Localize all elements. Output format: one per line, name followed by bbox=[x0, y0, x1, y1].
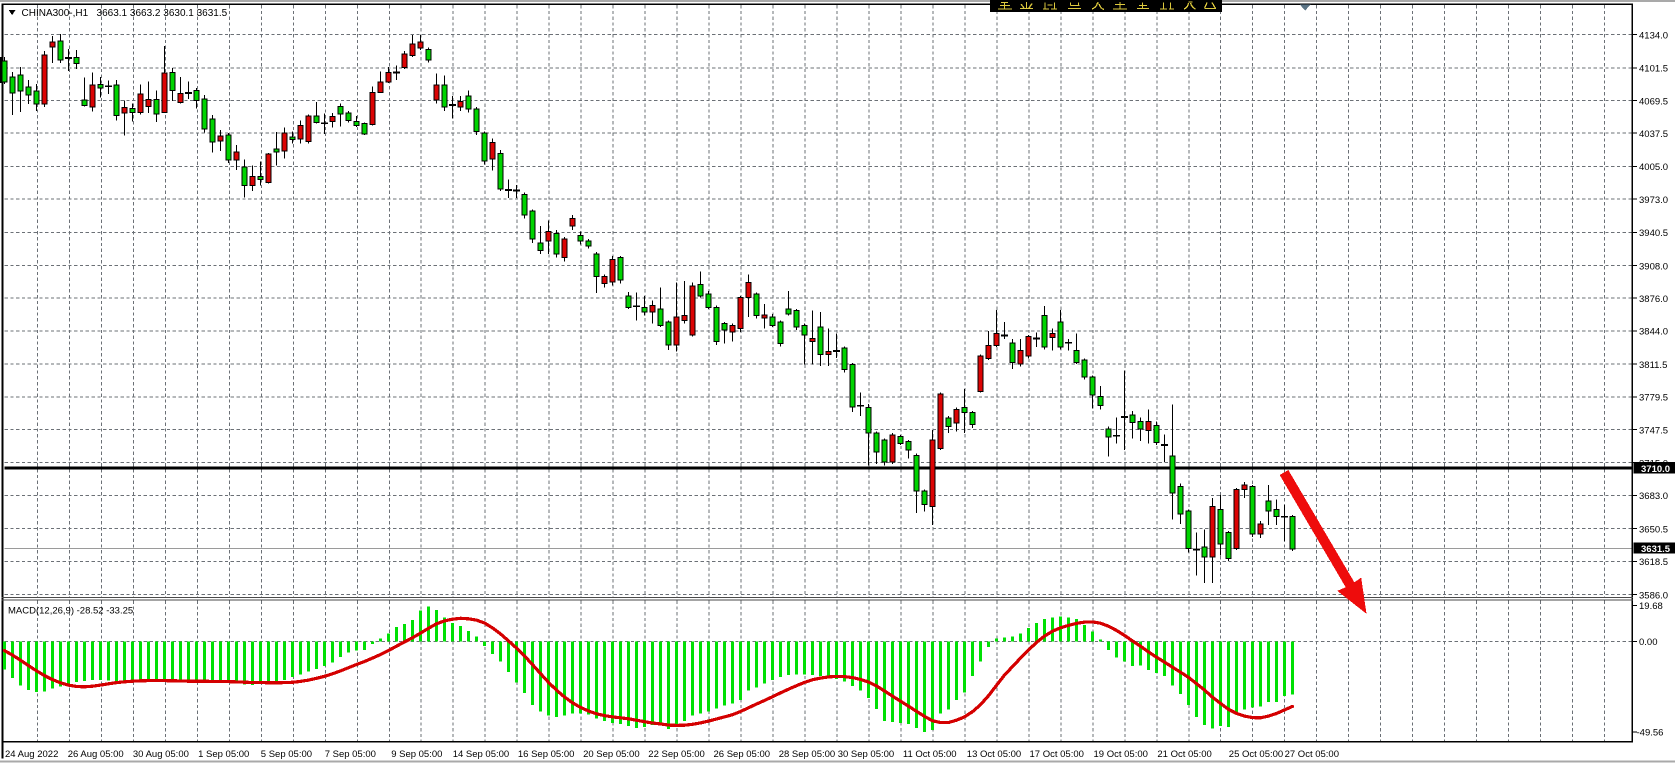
svg-text:3811.5: 3811.5 bbox=[1639, 360, 1667, 371]
svg-text:16 Sep 05:00: 16 Sep 05:00 bbox=[518, 749, 575, 760]
svg-text:9 Sep 05:00: 9 Sep 05:00 bbox=[391, 749, 442, 760]
svg-text:MACD(12,26,9) -28.52 -33.25: MACD(12,26,9) -28.52 -33.25 bbox=[8, 606, 133, 617]
svg-text:22 Sep 05:00: 22 Sep 05:00 bbox=[648, 749, 705, 760]
svg-text:26 Aug 05:00: 26 Aug 05:00 bbox=[68, 749, 124, 760]
svg-text:3631.5: 3631.5 bbox=[1641, 544, 1671, 555]
svg-text:3683.0: 3683.0 bbox=[1639, 491, 1668, 502]
svg-text:CHINA300-,H1 3663.1 3663.2 3: CHINA300-,H1 3663.1 3663.2 3630.1 3631.5 bbox=[22, 8, 228, 19]
svg-text:27 Oct 05:00: 27 Oct 05:00 bbox=[1285, 749, 1339, 760]
svg-text:3844.0: 3844.0 bbox=[1639, 327, 1668, 338]
svg-text:3876.0: 3876.0 bbox=[1639, 294, 1668, 305]
svg-text:17 Oct 05:00: 17 Oct 05:00 bbox=[1030, 749, 1084, 760]
svg-text:5 Sep 05:00: 5 Sep 05:00 bbox=[261, 749, 312, 760]
svg-text:19.68: 19.68 bbox=[1639, 601, 1663, 612]
svg-text:28 Sep 05:00: 28 Sep 05:00 bbox=[779, 749, 836, 760]
svg-text:30 Sep 05:00: 30 Sep 05:00 bbox=[838, 749, 895, 760]
svg-text:4101.5: 4101.5 bbox=[1639, 64, 1668, 75]
svg-text:7 Sep 05:00: 7 Sep 05:00 bbox=[325, 749, 376, 760]
svg-text:14 Sep 05:00: 14 Sep 05:00 bbox=[453, 749, 510, 760]
svg-text:0.00: 0.00 bbox=[1639, 637, 1658, 648]
svg-text:3973.0: 3973.0 bbox=[1639, 195, 1668, 206]
svg-text:19 Oct 05:00: 19 Oct 05:00 bbox=[1094, 749, 1148, 760]
svg-text:26 Sep 05:00: 26 Sep 05:00 bbox=[714, 749, 771, 760]
svg-text:1 Sep 05:00: 1 Sep 05:00 bbox=[198, 749, 249, 760]
svg-text:3650.5: 3650.5 bbox=[1639, 524, 1668, 535]
svg-text:4037.5: 4037.5 bbox=[1639, 129, 1668, 140]
svg-text:3747.5: 3747.5 bbox=[1639, 425, 1668, 436]
svg-text:3779.5: 3779.5 bbox=[1639, 393, 1668, 404]
svg-text:11 Oct 05:00: 11 Oct 05:00 bbox=[903, 749, 957, 760]
svg-text:20 Sep 05:00: 20 Sep 05:00 bbox=[583, 749, 640, 760]
svg-text:4005.0: 4005.0 bbox=[1639, 162, 1668, 173]
svg-text:3710.0: 3710.0 bbox=[1641, 464, 1670, 475]
svg-text:3618.5: 3618.5 bbox=[1639, 557, 1668, 568]
svg-text:25 Oct 05:00: 25 Oct 05:00 bbox=[1229, 749, 1283, 760]
svg-text:21 Oct 05:00: 21 Oct 05:00 bbox=[1157, 749, 1211, 760]
svg-text:13 Oct 05:00: 13 Oct 05:00 bbox=[967, 749, 1021, 760]
svg-text:3940.5: 3940.5 bbox=[1639, 228, 1668, 239]
svg-text:4069.5: 4069.5 bbox=[1639, 96, 1668, 107]
svg-text:3586.0: 3586.0 bbox=[1639, 590, 1668, 601]
svg-text:4134.0: 4134.0 bbox=[1639, 31, 1668, 42]
svg-text:-49.56: -49.56 bbox=[1637, 727, 1664, 738]
svg-text:3908.0: 3908.0 bbox=[1639, 261, 1668, 272]
svg-text:24 Aug 2022: 24 Aug 2022 bbox=[5, 749, 58, 760]
svg-text:30 Aug 05:00: 30 Aug 05:00 bbox=[133, 749, 189, 760]
